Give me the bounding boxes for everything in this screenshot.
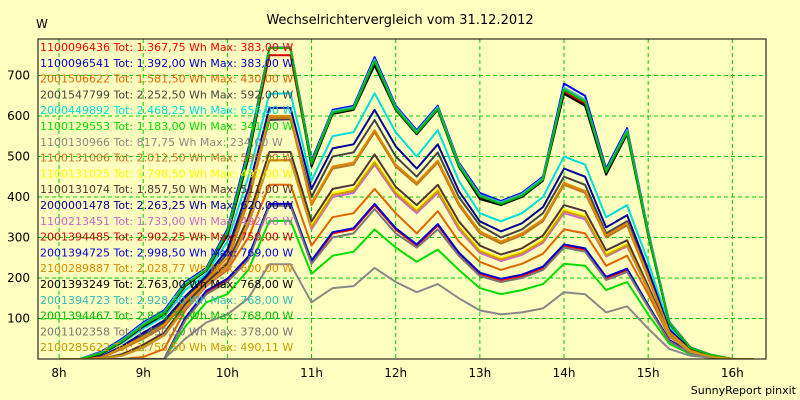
legend-entry: 2001393249 Tot: 2.763,00 Wh Max: 768,00 … <box>40 278 293 291</box>
series-line <box>59 106 754 359</box>
y-tick-label: 100 <box>7 311 30 325</box>
x-tick-label: 9h <box>136 366 151 380</box>
legend-entry: 1100131025 Tot: 1.798,50 Wh Max: 492,00 … <box>40 167 293 180</box>
legend-entry: 1100213451 Tot: 1.733,00 Wh Max: 492,00 … <box>40 215 293 228</box>
legend-entry: 1100096436 Tot: 1.367,75 Wh Max: 383,00 … <box>40 41 293 54</box>
legend-entry: 2100289887 Tot: 2.028,77 Wh Max: 600,00 … <box>40 262 293 275</box>
x-tick-label: 8h <box>51 366 66 380</box>
x-axis-ticks: 8h 9h 10h 11h 12h 13h 14h 15h 16h <box>51 366 743 380</box>
legend-entry: 2100285622 Tot: 1.750,50 Wh Max: 490,11 … <box>40 341 293 354</box>
y-tick-label: 400 <box>7 190 30 204</box>
legend-entry: 1100131074 Tot: 1.857,50 Wh Max: 511,00 … <box>40 183 293 196</box>
y-axis-label: W <box>36 17 48 31</box>
series-line <box>59 159 754 359</box>
y-axis-ticks: 100 200 300 400 500 600 700 <box>7 68 30 325</box>
series-line <box>59 92 754 359</box>
x-tick-label: 16h <box>721 366 744 380</box>
series-line <box>59 204 754 359</box>
legend-entry: 1100131006 Tot: 2.012,50 Wh Max: 595,00 … <box>40 152 293 165</box>
legend-entry: 2001506622 Tot: 1.581,50 Wh Max: 430,00 … <box>40 73 293 86</box>
legend-entry: 2001102358 Tot: 1.450,50 Wh Max: 378,00 … <box>40 325 293 338</box>
x-tick-label: 14h <box>553 366 576 380</box>
y-tick-label: 500 <box>7 149 30 163</box>
legend: 1100096436 Tot: 1.367,75 Wh Max: 383,00 … <box>40 41 293 354</box>
series-line <box>59 115 754 359</box>
legend-entry: 2001394725 Tot: 2.998,50 Wh Max: 769,00 … <box>40 246 293 259</box>
series-lines <box>59 46 754 359</box>
y-tick-label: 200 <box>7 271 30 285</box>
footer-credit: SunnyReport pinxit <box>691 384 797 397</box>
x-tick-label: 12h <box>384 366 407 380</box>
legend-entry: 2000001478 Tot: 2.263,25 Wh Max: 620,00 … <box>40 199 293 212</box>
x-tick-label: 13h <box>468 366 491 380</box>
series-line <box>59 263 754 359</box>
x-tick-label: 15h <box>637 366 660 380</box>
legend-entry: 1100096541 Tot: 1.392,00 Wh Max: 383,00 … <box>40 57 293 70</box>
legend-entry: 1100130966 Tot: 817,75 Wh Max: 234,00 W <box>40 136 283 149</box>
x-tick-label: 10h <box>216 366 239 380</box>
chart-title: Wechselrichtervergleich vom 31.12.2012 <box>266 13 533 28</box>
plot-frame <box>37 38 767 360</box>
series-line <box>59 183 754 359</box>
y-tick-label: 300 <box>7 230 30 244</box>
y-tick-label: 600 <box>7 109 30 123</box>
legend-entry: 2001394723 Tot: 2.928,50 Wh Max: 768,00 … <box>40 294 293 307</box>
series-line <box>59 219 754 359</box>
series-line <box>59 46 754 359</box>
legend-entry: 2001547799 Tot: 2.252,50 Wh Max: 592,00 … <box>40 88 293 101</box>
series-line <box>59 151 754 359</box>
legend-entry: 2001394467 Tot: 2.848,75 Wh Max: 768,00 … <box>40 310 293 323</box>
legend-entry: 1100129553 Tot: 1.183,00 Wh Max: 341,00 … <box>40 120 293 133</box>
x-tick-label: 11h <box>300 366 323 380</box>
legend-entry: 2000449892 Tot: 2.468,25 Wh Max: 656,00 … <box>40 104 293 117</box>
y-tick-label: 700 <box>7 68 30 82</box>
legend-entry: 2001394485 Tot: 2.902,25 Wh Max: 750,00 … <box>40 231 293 244</box>
